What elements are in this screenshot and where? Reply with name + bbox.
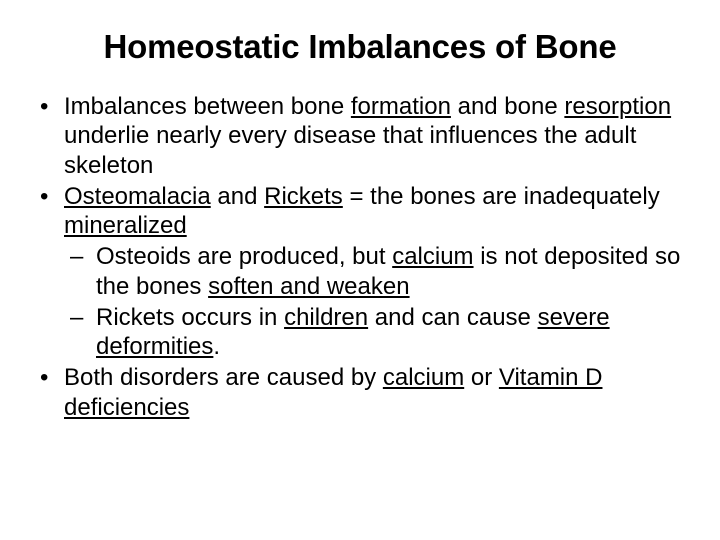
body-text: and bbox=[211, 183, 264, 210]
underlined-text: formation bbox=[351, 93, 451, 120]
bullet-item: Both disorders are caused by calcium or … bbox=[36, 363, 684, 422]
sub-bullet-item: Rickets occurs in children and can cause… bbox=[64, 303, 684, 362]
body-text: and can cause bbox=[368, 304, 537, 331]
body-text: = the bones are inadequately bbox=[343, 183, 660, 210]
body-text: or bbox=[464, 364, 499, 391]
bullet-item: Osteomalacia and Rickets = the bones are… bbox=[36, 182, 684, 362]
underlined-text: children bbox=[284, 304, 368, 331]
bullet-list: Imbalances between bone formation and bo… bbox=[36, 92, 684, 422]
underlined-text: calcium bbox=[383, 364, 464, 391]
sub-bullet-list: Osteoids are produced, but calcium is no… bbox=[64, 242, 684, 361]
underlined-text: soften and weaken bbox=[208, 273, 409, 300]
bullet-item: Imbalances between bone formation and bo… bbox=[36, 92, 684, 180]
slide-title: Homeostatic Imbalances of Bone bbox=[36, 28, 684, 66]
body-text: Imbalances between bone bbox=[64, 93, 351, 120]
body-text: and bone bbox=[451, 93, 564, 120]
underlined-text: mineralized bbox=[64, 212, 187, 239]
body-text: Rickets occurs in bbox=[96, 304, 284, 331]
body-text: Osteoids are produced, but bbox=[96, 243, 392, 270]
underlined-text: resorption bbox=[564, 93, 671, 120]
slide: Homeostatic Imbalances of Bone Imbalance… bbox=[0, 0, 720, 540]
body-text: Both disorders are caused by bbox=[64, 364, 383, 391]
body-text: underlie nearly every disease that influ… bbox=[64, 122, 636, 178]
sub-bullet-item: Osteoids are produced, but calcium is no… bbox=[64, 242, 684, 301]
underlined-text: calcium bbox=[392, 243, 473, 270]
underlined-text: Rickets bbox=[264, 183, 343, 210]
body-text: . bbox=[213, 333, 220, 360]
underlined-text: Osteomalacia bbox=[64, 183, 211, 210]
